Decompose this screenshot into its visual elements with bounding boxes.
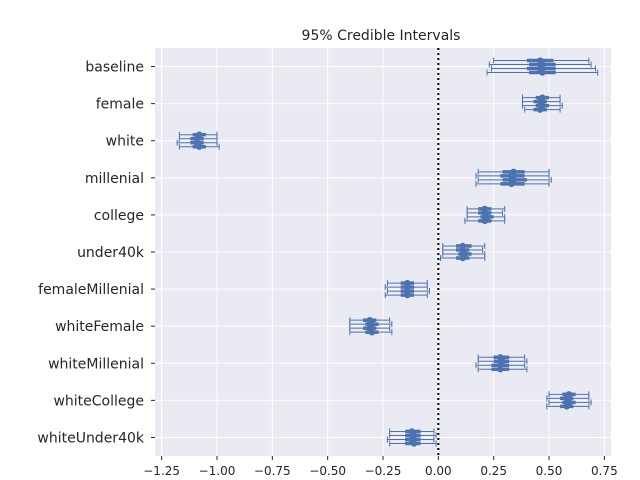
x-tick-label: 0.00 [425, 464, 452, 478]
x-tick-label: 0.25 [480, 464, 507, 478]
mean-point [196, 143, 203, 150]
variable-interval-group [440, 242, 486, 262]
mean-point [410, 440, 418, 447]
variable-interval-group [475, 168, 552, 188]
x-tick-label: −1.25 [143, 464, 180, 478]
variable-label: whiteFemale [55, 319, 144, 335]
variable-interval-group [176, 131, 220, 150]
variable-label: under40k [77, 245, 145, 261]
mean-point [404, 291, 411, 299]
mean-point [539, 69, 546, 76]
x-tick-label: −0.75 [254, 464, 291, 478]
variable-interval-group [546, 391, 592, 410]
variable-label: whiteCollege [53, 393, 144, 409]
variable-interval-group [349, 316, 393, 336]
variable-interval-group [464, 205, 506, 225]
mean-point [368, 328, 376, 336]
grid-lines [155, 48, 611, 456]
variable-interval-group [521, 94, 563, 113]
variable-labels: baseline female white millenial college under… [37, 60, 155, 446]
variable-label: college [94, 208, 144, 224]
variable-label: whiteUnder40k [37, 430, 145, 446]
interval-marks [176, 57, 599, 447]
variable-label: whiteMillenial [48, 356, 144, 372]
mean-point [508, 180, 515, 188]
x-tick-label: 0.75 [591, 464, 618, 478]
variable-interval-group [384, 279, 430, 299]
variable-interval-group [386, 428, 437, 447]
variable-interval-group [475, 354, 528, 373]
x-tick-label: −1.00 [199, 464, 236, 478]
mean-point [481, 217, 489, 225]
mean-point [497, 366, 504, 373]
mean-point [459, 254, 466, 262]
variable-label: white [106, 134, 144, 150]
x-tick-label: −0.50 [309, 464, 346, 478]
variable-label: femaleMillenial [38, 282, 144, 298]
variable-interval-group [486, 57, 599, 76]
x-tick-label: −0.25 [365, 464, 402, 478]
x-tick-label: 0.50 [536, 464, 563, 478]
variable-label: baseline [85, 60, 144, 76]
chart-title: 95% Credible Intervals [302, 28, 461, 44]
mean-point [536, 106, 544, 113]
mean-point [563, 403, 570, 410]
x-tick-labels: −1.25 −1.00 −0.75 −0.50 −0.25 0.00 0.25 0.50 0.7… [143, 456, 618, 478]
variable-label: millenial [85, 171, 144, 187]
variable-label: female [96, 97, 144, 113]
